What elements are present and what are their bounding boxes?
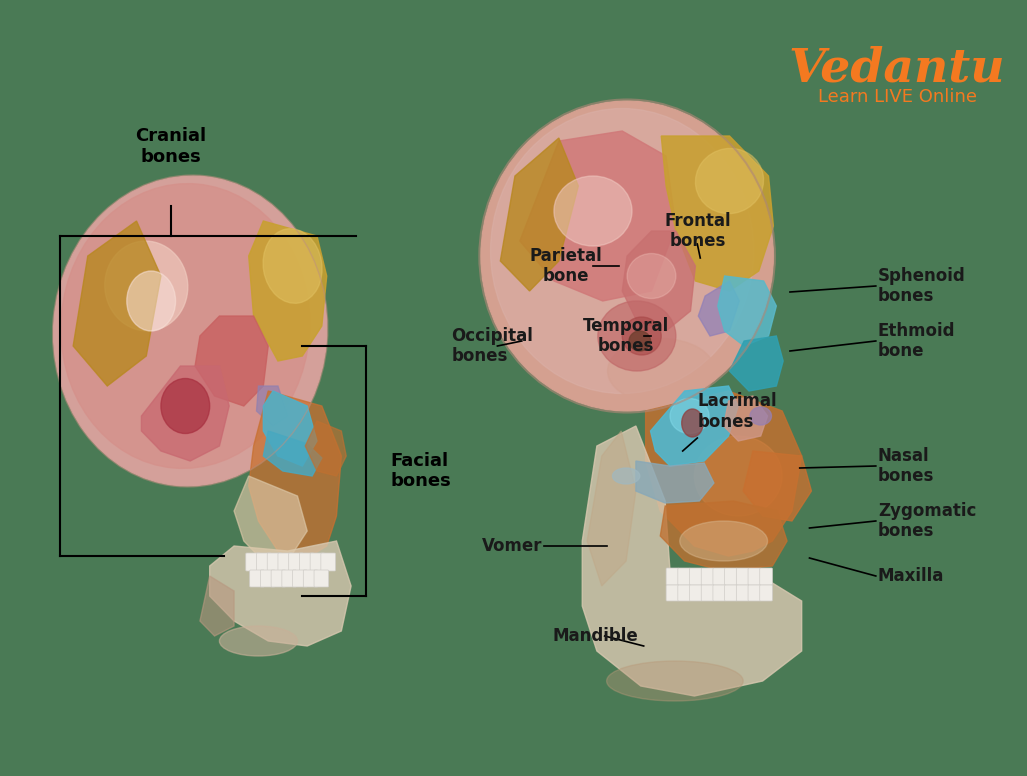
FancyBboxPatch shape — [678, 568, 690, 585]
FancyBboxPatch shape — [289, 553, 303, 571]
Polygon shape — [249, 391, 341, 561]
Polygon shape — [718, 276, 776, 346]
Polygon shape — [582, 426, 802, 696]
Polygon shape — [263, 391, 317, 466]
FancyBboxPatch shape — [713, 568, 726, 585]
Polygon shape — [305, 421, 346, 476]
Polygon shape — [520, 131, 676, 301]
Ellipse shape — [126, 271, 176, 331]
Text: Frontal
bones: Frontal bones — [664, 212, 730, 251]
Polygon shape — [650, 386, 738, 466]
FancyBboxPatch shape — [667, 568, 679, 585]
Polygon shape — [249, 221, 327, 361]
Ellipse shape — [694, 436, 783, 516]
Ellipse shape — [53, 176, 327, 486]
Ellipse shape — [105, 241, 188, 331]
Ellipse shape — [491, 109, 754, 393]
Text: Vomer: Vomer — [482, 537, 542, 555]
FancyBboxPatch shape — [245, 553, 261, 571]
Polygon shape — [660, 501, 787, 571]
Text: Lacrimal
bones: Lacrimal bones — [697, 392, 777, 431]
FancyBboxPatch shape — [261, 570, 275, 587]
Ellipse shape — [263, 229, 322, 303]
FancyBboxPatch shape — [678, 585, 690, 601]
Polygon shape — [587, 431, 636, 586]
Text: Maxilla: Maxilla — [878, 567, 944, 585]
FancyBboxPatch shape — [303, 570, 318, 587]
Text: Vedantu: Vedantu — [789, 46, 1005, 92]
FancyBboxPatch shape — [257, 553, 271, 571]
Ellipse shape — [670, 399, 709, 434]
FancyBboxPatch shape — [293, 570, 307, 587]
Ellipse shape — [612, 468, 640, 484]
FancyBboxPatch shape — [314, 570, 329, 587]
Ellipse shape — [622, 317, 661, 355]
Text: Sphenoid
bones: Sphenoid bones — [878, 267, 965, 306]
Ellipse shape — [608, 338, 715, 404]
Ellipse shape — [695, 148, 763, 213]
Ellipse shape — [630, 331, 650, 351]
Polygon shape — [234, 476, 307, 561]
Ellipse shape — [680, 521, 767, 561]
Polygon shape — [210, 541, 351, 646]
FancyBboxPatch shape — [725, 585, 737, 601]
Polygon shape — [142, 366, 229, 461]
Polygon shape — [500, 138, 578, 291]
Polygon shape — [73, 221, 161, 386]
Text: Cranial
bones: Cranial bones — [136, 127, 206, 166]
FancyBboxPatch shape — [320, 553, 336, 571]
Text: Facial
bones: Facial bones — [390, 452, 451, 490]
Text: Occipital
bones: Occipital bones — [452, 327, 533, 365]
Polygon shape — [661, 136, 773, 291]
Ellipse shape — [598, 301, 676, 371]
Ellipse shape — [481, 101, 773, 411]
FancyBboxPatch shape — [701, 568, 714, 585]
Text: Ethmoid
bone: Ethmoid bone — [878, 321, 955, 360]
FancyBboxPatch shape — [736, 568, 749, 585]
FancyBboxPatch shape — [310, 553, 325, 571]
FancyBboxPatch shape — [760, 568, 772, 585]
Ellipse shape — [750, 407, 771, 425]
Ellipse shape — [161, 379, 210, 434]
FancyBboxPatch shape — [667, 585, 679, 601]
Text: Nasal
bones: Nasal bones — [878, 447, 935, 486]
Ellipse shape — [627, 254, 676, 299]
Text: Learn LIVE Online: Learn LIVE Online — [817, 88, 977, 106]
Ellipse shape — [61, 184, 310, 469]
FancyBboxPatch shape — [760, 585, 772, 601]
Text: Temporal
bones: Temporal bones — [583, 317, 670, 355]
Polygon shape — [257, 386, 288, 426]
FancyBboxPatch shape — [689, 568, 702, 585]
FancyBboxPatch shape — [271, 570, 286, 587]
Text: Parietal
bone: Parietal bone — [529, 247, 602, 286]
Ellipse shape — [554, 176, 632, 246]
FancyBboxPatch shape — [689, 585, 702, 601]
FancyBboxPatch shape — [250, 570, 264, 587]
Ellipse shape — [220, 626, 298, 656]
Polygon shape — [744, 451, 811, 521]
Polygon shape — [263, 431, 321, 476]
FancyBboxPatch shape — [725, 568, 737, 585]
FancyBboxPatch shape — [267, 553, 281, 571]
Polygon shape — [636, 461, 714, 503]
Polygon shape — [646, 391, 802, 556]
Polygon shape — [200, 576, 234, 636]
Ellipse shape — [682, 409, 703, 437]
Polygon shape — [698, 281, 739, 336]
FancyBboxPatch shape — [300, 553, 314, 571]
Text: Mandible: Mandible — [551, 627, 638, 645]
Polygon shape — [729, 336, 784, 391]
Ellipse shape — [607, 661, 744, 701]
Polygon shape — [724, 396, 767, 441]
FancyBboxPatch shape — [281, 570, 297, 587]
FancyBboxPatch shape — [701, 585, 714, 601]
Polygon shape — [622, 231, 695, 331]
FancyBboxPatch shape — [748, 568, 761, 585]
Text: Zygomatic
bones: Zygomatic bones — [878, 501, 976, 540]
FancyBboxPatch shape — [736, 585, 749, 601]
FancyBboxPatch shape — [748, 585, 761, 601]
FancyBboxPatch shape — [278, 553, 293, 571]
Polygon shape — [195, 316, 268, 406]
FancyBboxPatch shape — [713, 585, 726, 601]
